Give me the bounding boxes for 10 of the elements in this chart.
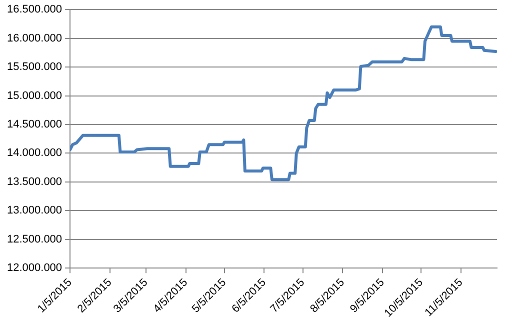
y-tick-label: 16.500.000	[6, 4, 62, 16]
y-tick-label: 13.500.000	[6, 176, 62, 188]
y-tick-label: 16.000.000	[6, 32, 62, 44]
y-tick-label: 12.000.000	[6, 262, 62, 274]
y-tick-label: 12.500.000	[6, 233, 62, 246]
y-tick-label: 14.500.000	[6, 118, 62, 131]
y-tick-label: 14.000.000	[6, 147, 62, 160]
y-tick-label: 15.500.000	[6, 61, 62, 74]
y-tick-label: 15.000.000	[6, 90, 62, 102]
y-tick-label: 13.000.000	[6, 204, 62, 217]
